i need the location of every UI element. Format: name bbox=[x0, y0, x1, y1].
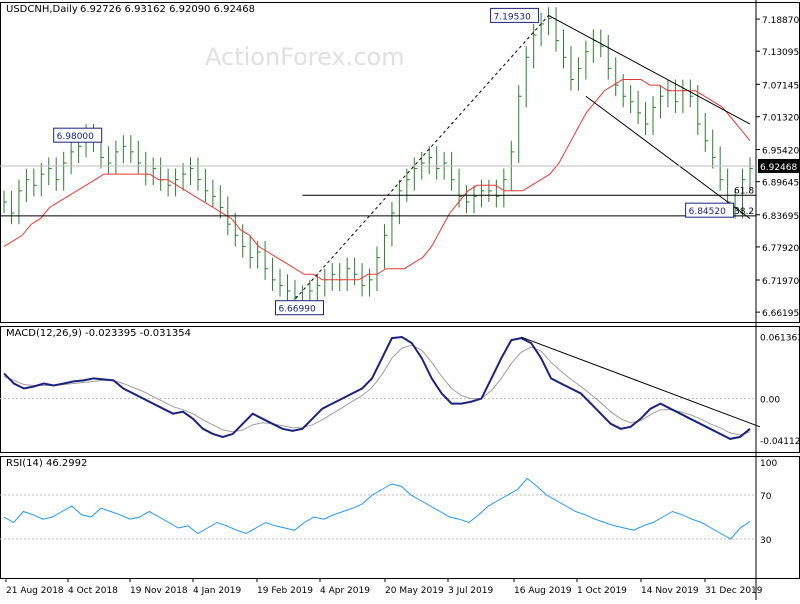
rsi-line bbox=[3, 477, 751, 540]
x-tick-label: 1 Oct 2019 bbox=[577, 586, 627, 596]
symbol-label: USDCNH,Daily bbox=[6, 4, 78, 15]
x-tick-label: 4 Oct 2018 bbox=[68, 586, 118, 596]
price-y-tick-label: 6.71970 bbox=[762, 277, 799, 287]
price-y-tick-label: 6.83695 bbox=[762, 212, 799, 222]
annotation-box bbox=[274, 300, 324, 316]
macd-y-tick-label: -0.041124 bbox=[760, 437, 800, 447]
ohlc-label: 6.92726 6.93162 6.92090 6.92468 bbox=[80, 4, 255, 15]
fib-618-label: 61.8 bbox=[734, 186, 754, 196]
annotation-label: 6.66990 bbox=[278, 305, 315, 315]
annotation-box bbox=[685, 202, 735, 218]
macd-line bbox=[3, 335, 751, 440]
macd-y-tick-label: 0.061363 bbox=[760, 334, 800, 344]
price-y-tick-label: 7.07145 bbox=[762, 81, 799, 91]
annotation-label: 7.19530 bbox=[494, 12, 531, 22]
current-price-label: 6.92468 bbox=[760, 163, 797, 173]
x-tick-label: 4 Apr 2019 bbox=[320, 586, 370, 596]
macd-title: MACD(12,26,9) -0.023395 -0.031354 bbox=[6, 328, 191, 339]
ma-line bbox=[3, 79, 751, 281]
rsi-y-tick-label: 30 bbox=[760, 536, 772, 546]
x-tick-label: 3 Jul 2019 bbox=[448, 586, 493, 596]
rsi-title: RSI(14) 46.2992 bbox=[6, 458, 87, 469]
annotation-label: 6.84520 bbox=[689, 207, 726, 217]
price-y-tick-label: 7.18870 bbox=[762, 16, 799, 26]
annotation-label: 6.98000 bbox=[57, 132, 94, 142]
x-tick-label: 31 Dec 2019 bbox=[705, 586, 763, 596]
x-tick-label: 21 Aug 2018 bbox=[6, 586, 64, 596]
annotation-box bbox=[53, 127, 103, 143]
channel-bottom bbox=[585, 95, 751, 220]
channel-top bbox=[548, 14, 751, 125]
price-y-tick-label: 6.66195 bbox=[762, 309, 799, 319]
rsi-y-tick-label: 100 bbox=[760, 459, 777, 469]
x-tick-label: 16 Aug 2019 bbox=[514, 586, 572, 596]
x-tick-label: 19 Nov 2018 bbox=[130, 586, 188, 596]
price-y-tick-label: 6.77920 bbox=[762, 244, 799, 254]
x-tick-label: 4 Jan 2019 bbox=[193, 586, 241, 596]
macd-y-tick-label: 0.00 bbox=[760, 396, 780, 406]
x-tick-label: 20 May 2019 bbox=[385, 586, 444, 596]
up-trendline bbox=[287, 15, 549, 309]
rsi-y-tick-label: 70 bbox=[760, 492, 772, 502]
current-price-box bbox=[758, 158, 800, 173]
x-tick-label: 14 Nov 2019 bbox=[641, 586, 699, 596]
annotation-box bbox=[490, 7, 540, 23]
macd-signal-line bbox=[3, 344, 751, 436]
price-y-tick-label: 7.01320 bbox=[762, 114, 799, 124]
price-y-tick-label: 6.89645 bbox=[762, 179, 799, 189]
macd-trendline bbox=[521, 336, 761, 428]
macd-panel-frame bbox=[0, 326, 800, 453]
watermark-text: ActionForex.com bbox=[205, 43, 405, 71]
price-y-tick-label: 7.13095 bbox=[762, 48, 799, 58]
fib-382-label: 38.2 bbox=[734, 207, 754, 217]
price-y-tick-label: 6.95420 bbox=[762, 147, 799, 157]
rsi-panel-frame bbox=[0, 456, 800, 579]
x-tick-label: 19 Feb 2019 bbox=[257, 586, 313, 596]
